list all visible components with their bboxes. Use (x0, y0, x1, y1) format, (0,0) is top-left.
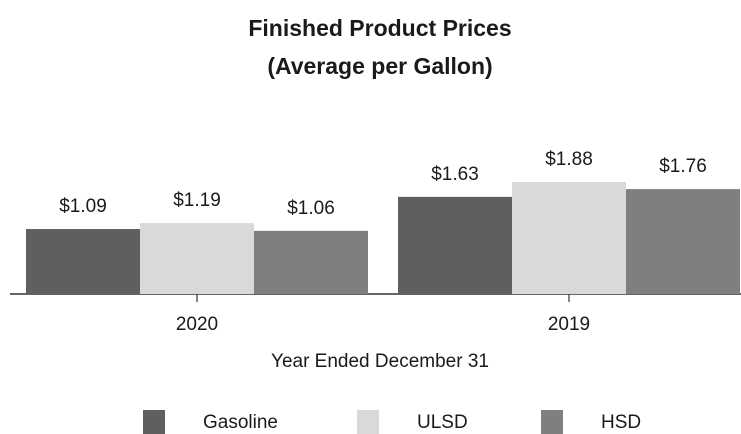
x-tick-label: 2019 (548, 314, 590, 335)
data-label: $1.88 (545, 149, 593, 170)
chart-subtitle: (Average per Gallon) (267, 53, 492, 79)
legend-swatch (143, 410, 165, 434)
x-axis-label: Year Ended December 31 (271, 351, 489, 372)
data-label: $1.76 (659, 156, 707, 177)
bar (26, 229, 140, 294)
data-label: $1.09 (59, 196, 107, 217)
bar (512, 181, 626, 294)
data-label: $1.63 (431, 164, 479, 185)
data-label: $1.19 (173, 190, 221, 211)
legend-label: HSD (601, 412, 641, 433)
bar (626, 189, 740, 294)
legend-swatch (357, 410, 379, 434)
x-tick-label: 2020 (176, 314, 218, 335)
bar (398, 196, 512, 294)
legend-swatch (541, 410, 563, 434)
chart-title: Finished Product Prices (248, 15, 511, 41)
legend-label: Gasoline (203, 412, 278, 433)
bar (254, 230, 368, 294)
data-label: $1.06 (287, 198, 335, 219)
legend-label: ULSD (417, 412, 468, 433)
bar (140, 223, 254, 294)
